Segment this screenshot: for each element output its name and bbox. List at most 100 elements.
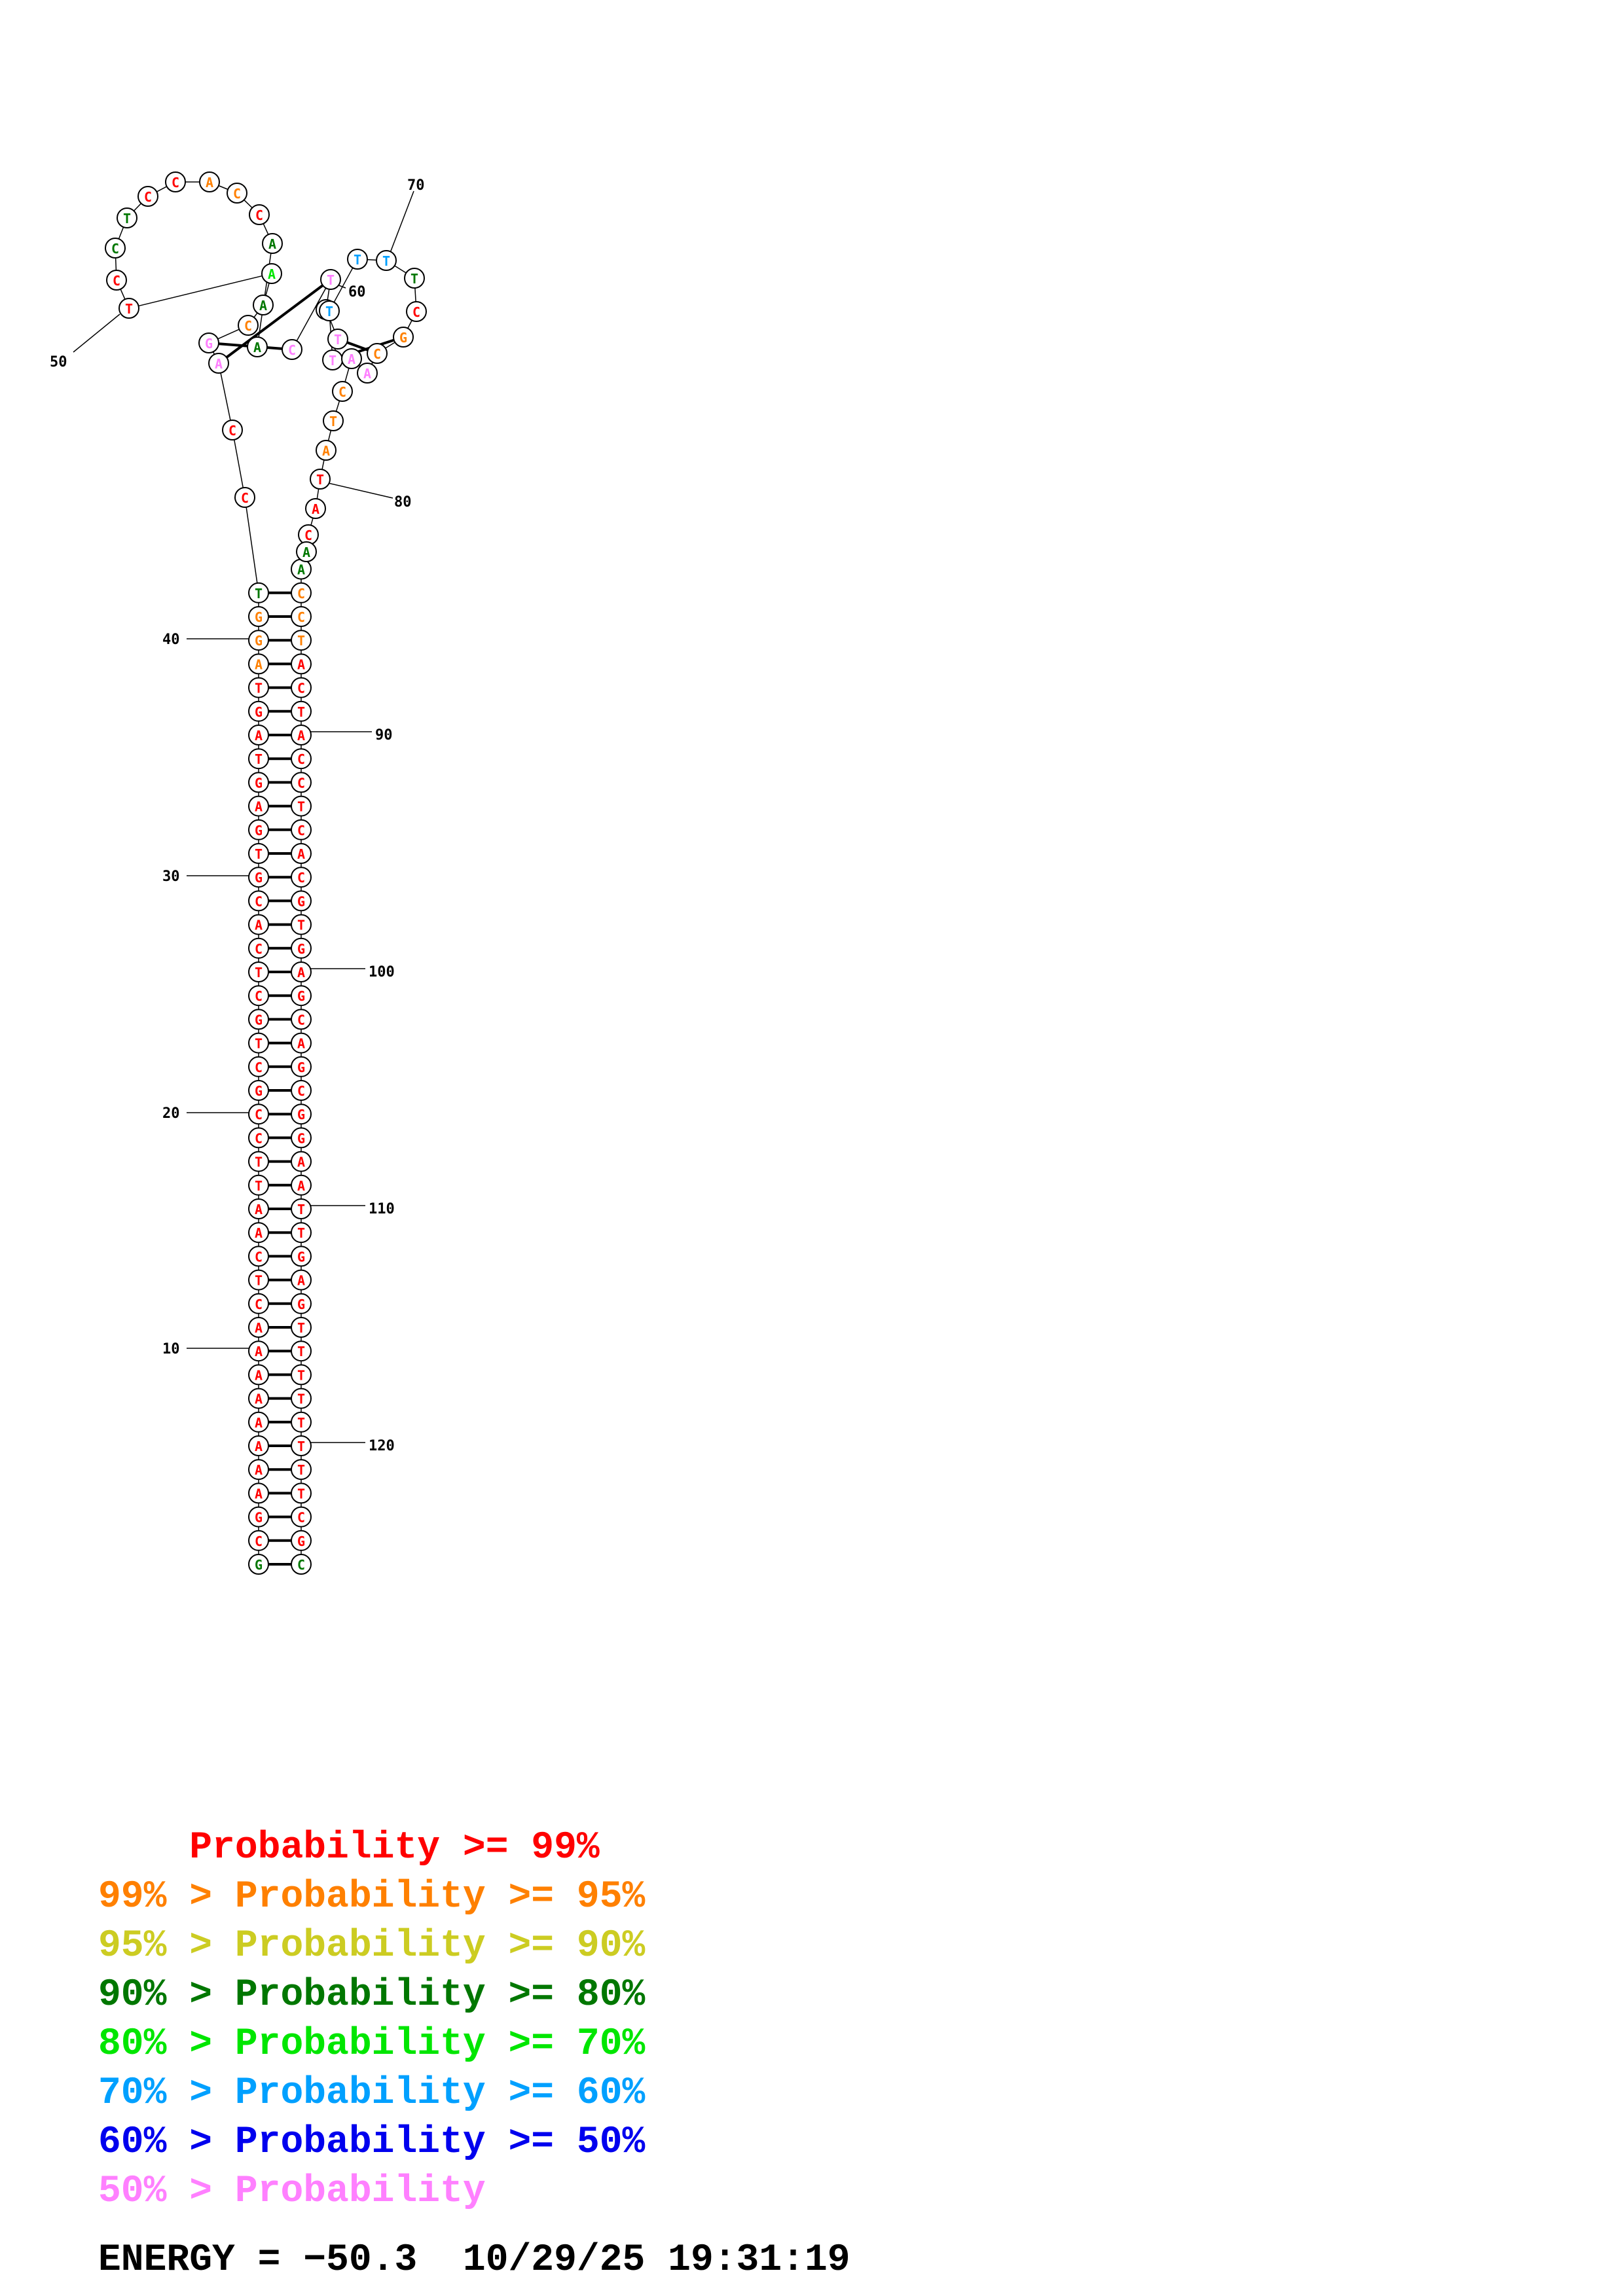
nucleotide-letter: T [297, 1225, 305, 1241]
nucleotide: T [248, 843, 269, 864]
nucleotide: C [248, 1056, 269, 1077]
nucleotide-letter: A [363, 366, 371, 382]
nucleotide-letter: C [172, 175, 179, 190]
nucleotide-letter: T [297, 1439, 305, 1454]
nucleotide-letter: A [215, 356, 223, 372]
nucleotide: C [367, 343, 388, 364]
nucleotide-letter: C [297, 1083, 305, 1099]
nucleotide-letter: C [255, 988, 263, 1004]
nucleotide-letter: G [297, 988, 305, 1004]
nucleotide-letter: C [228, 423, 236, 439]
nucleotide: T [376, 250, 397, 271]
nucleotide: A [316, 440, 337, 461]
backbone-segment [120, 289, 126, 300]
nucleotide-letter: G [255, 609, 263, 625]
nucleotide: G [291, 890, 312, 912]
nucleotide-letter: A [255, 656, 263, 672]
nucleotide: C [282, 339, 302, 360]
backbone-segment [156, 186, 168, 192]
nucleotide: A [248, 1482, 269, 1504]
nucleotide-letter: A [297, 1273, 305, 1289]
backbone-segment [244, 199, 253, 209]
nucleotide: G [291, 937, 312, 959]
nucleotide-letter: C [297, 775, 305, 791]
nucleotide: G [248, 630, 269, 651]
nucleotide: G [248, 1554, 269, 1575]
nucleotide: G [248, 819, 269, 840]
nucleotide-letter: T [334, 332, 342, 348]
nucleotide-letter: T [255, 1036, 263, 1052]
nucleotide-letter: A [255, 1367, 263, 1383]
nucleotide-letter: C [373, 346, 381, 362]
nucleotide: T [327, 329, 348, 350]
nucleotide: A [291, 725, 312, 745]
nucleotide-letter: C [297, 586, 305, 601]
nucleotide: A [253, 295, 274, 315]
nucleotide: A [248, 1222, 269, 1244]
nucleotide-letter: T [297, 1486, 305, 1501]
nucleotide-letter: C [412, 304, 420, 320]
nucleotide-letter: A [297, 656, 305, 672]
probability-legend: Probability >= 99% 99% > Probability >= 9… [98, 1827, 646, 2213]
nucleotide: T [291, 795, 312, 817]
nucleotide: G [291, 1127, 312, 1149]
legend-row: 90% > Probability >= 80% [98, 1974, 646, 2017]
nucleotide: T [248, 582, 269, 603]
nucleotide-letter: A [255, 1462, 263, 1478]
nucleotide: A [291, 1269, 312, 1291]
nucleotide-letter: C [297, 751, 305, 767]
nucleotide: T [323, 410, 344, 431]
nucleotide-letter: T [255, 965, 263, 980]
nucleotide: A [291, 1174, 312, 1196]
nucleotide-letter: G [297, 1107, 305, 1122]
nucleotide-letter: T [316, 472, 324, 488]
backbone-segment [344, 368, 350, 382]
nucleotide-letter: T [354, 252, 361, 268]
nucleotide: T [310, 469, 331, 490]
nucleotide-letter: A [255, 1391, 263, 1407]
nucleotide-letter: G [255, 633, 263, 649]
nucleotide: C [248, 1246, 269, 1267]
nucleotide-letter: T [255, 751, 263, 767]
nucleotide: C [248, 1127, 269, 1149]
nucleotide: T [291, 630, 312, 651]
nucleotide: C [238, 315, 259, 336]
nucleotide: G [248, 772, 269, 793]
position-label: 120 [369, 1438, 395, 1454]
nucleotide-letter: T [255, 1273, 263, 1289]
nucleotide-letter: A [297, 1178, 305, 1194]
nucleotide: T [322, 350, 343, 370]
nucleotide: T [248, 1032, 269, 1054]
nucleotide-letter: C [144, 189, 152, 205]
nucleotide: C [137, 186, 158, 207]
nucleotide-letter: T [297, 1415, 305, 1431]
position-tick [390, 190, 414, 253]
nucleotide-letter: A [268, 236, 276, 252]
nucleotide-letter: C [255, 1130, 263, 1146]
position-label: 20 [162, 1105, 180, 1122]
nucleotide: A [305, 498, 326, 519]
nucleotide-letter: C [233, 186, 241, 202]
legend-row: 70% > Probability >= 60% [98, 2072, 646, 2115]
nucleotide: T [291, 914, 312, 935]
nucleotide: C [298, 524, 319, 545]
nucleotide-letter: A [297, 965, 305, 980]
nucleotide-letter: G [255, 870, 263, 886]
nucleotide: G [248, 700, 269, 722]
nucleotide: C [248, 937, 269, 959]
nucleotide-letter: A [297, 846, 305, 862]
nucleotide-letter: G [297, 1060, 305, 1075]
nucleotide: A [248, 1435, 269, 1456]
nucleotide-letter: T [327, 272, 335, 288]
nucleotide: C [291, 748, 312, 770]
position-labels: 10 20 30 40 50 60 70 80 90 100 110 120 [50, 177, 425, 1454]
nucleotide: A [291, 653, 312, 675]
nucleotide: A [248, 725, 269, 745]
nucleotide: C [291, 867, 312, 888]
nucleotide-letter: T [255, 586, 263, 601]
nucleotide: C [105, 238, 126, 259]
nucleotide: C [406, 301, 427, 322]
nucleotide: C [248, 1103, 269, 1125]
nucleotide-letter: T [123, 211, 131, 226]
nucleotide-letter: T [297, 633, 305, 649]
